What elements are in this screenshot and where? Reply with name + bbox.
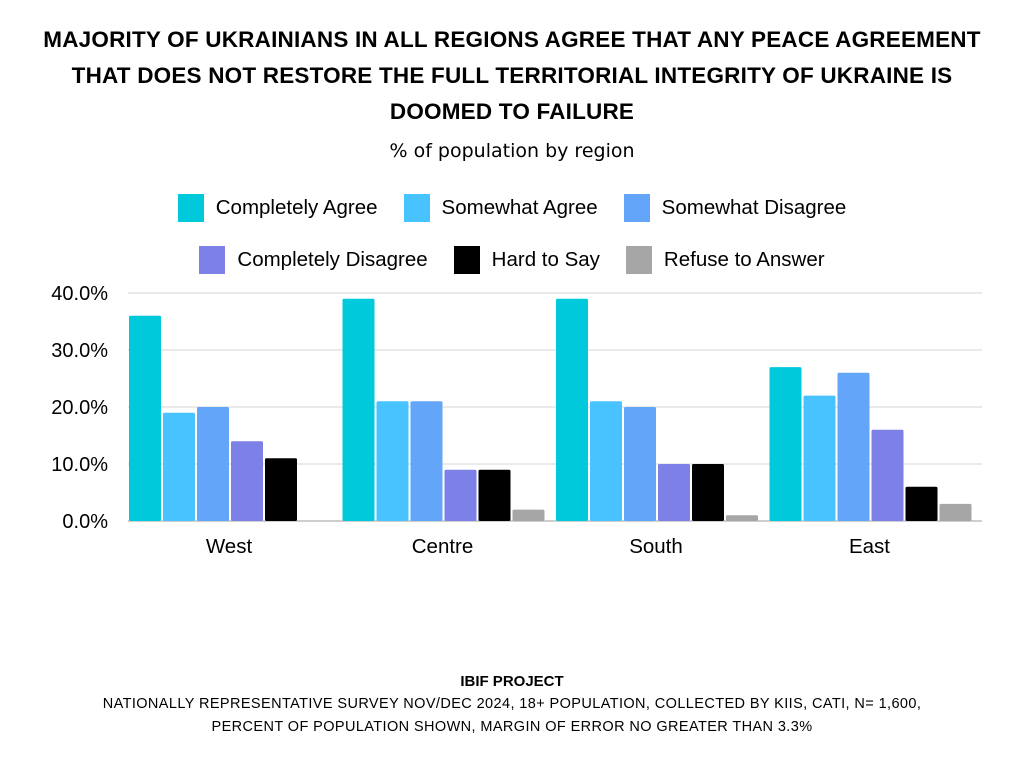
bar-somewhat-disagree-west (197, 407, 229, 521)
legend-item-somewhat-disagree: Somewhat Disagree (623, 194, 847, 222)
bar-completely-disagree-centre (444, 469, 477, 521)
x-tick-label: East (849, 535, 890, 558)
chart-subtitle: % of population by region (389, 140, 635, 162)
bar-completely-agree-east (769, 367, 802, 521)
bar-chart: 0.0% 10.0% 20.0% 30.0% 40.0% West Centre South E… (51, 283, 982, 558)
legend-item-completely-disagree: Completely Disagree (199, 246, 428, 274)
legend-item-somewhat-agree: Somewhat Agree (403, 194, 598, 222)
bar-completely-disagree-east (871, 429, 904, 521)
legend-row-2: Completely Disagree Hard to Say Refuse t… (0, 246, 1024, 274)
bar-somewhat-agree-west (163, 412, 195, 521)
legend-swatch (199, 246, 226, 274)
bar-hard-to-say-west (265, 458, 297, 521)
chart-title: MAJORITY OF UKRAINIANS IN ALL REGIONS AG… (43, 27, 981, 124)
legend-label: Refuse to Answer (663, 248, 825, 271)
x-tick-label: South (629, 535, 683, 558)
y-tick-label: 40.0% (51, 283, 108, 305)
legend-label: Completely Disagree (237, 248, 428, 271)
bar-hard-to-say-south (692, 464, 724, 521)
y-tick-label: 20.0% (51, 397, 108, 419)
legend-swatch (453, 246, 480, 274)
bar-completely-agree-west (129, 315, 161, 521)
bar-somewhat-disagree-south (624, 407, 656, 521)
legend-label: Somewhat Disagree (661, 196, 847, 219)
bar-somewhat-agree-east (803, 395, 836, 521)
bar-hard-to-say-centre (478, 469, 511, 521)
legend-label: Hard to Say (491, 248, 600, 271)
legend-label: Somewhat Agree (441, 196, 598, 219)
legend-swatch (177, 194, 204, 222)
x-tick-label: Centre (412, 535, 474, 558)
bar-somewhat-disagree-centre (410, 401, 443, 521)
bar-refuse-to-answer-centre (512, 509, 545, 521)
y-tick-label: 30.0% (51, 340, 108, 362)
legend-row-1: Completely Agree Somewhat Agree Somewhat… (0, 194, 1024, 222)
bar-refuse-to-answer-south (726, 515, 758, 521)
bar-refuse-to-answer-east (939, 503, 972, 521)
legend-item-refuse-to-answer: Refuse to Answer (625, 246, 825, 274)
legend-item-completely-agree: Completely Agree (177, 194, 378, 222)
bar-somewhat-disagree-east (837, 372, 870, 521)
bar-somewhat-agree-centre (376, 401, 409, 521)
legend-label: Completely Agree (215, 196, 378, 219)
legend-swatch (625, 246, 652, 274)
legend-swatch (403, 194, 430, 222)
footer-methodology-line-2: PERCENT OF POPULATION SHOWN, MARGIN OF E… (211, 719, 813, 735)
legend-item-hard-to-say: Hard to Say (453, 246, 600, 274)
bar-completely-disagree-west (231, 441, 263, 521)
footer-methodology-line-1: NATIONALLY REPRESENTATIVE SURVEY NOV/DEC… (102, 696, 922, 712)
footer-title: IBIF PROJECT (460, 673, 564, 690)
bar-completely-agree-south (556, 298, 588, 521)
bar-somewhat-agree-south (590, 401, 622, 521)
bar-hard-to-say-east (905, 486, 938, 521)
bar-completely-agree-centre (342, 298, 375, 521)
bar-completely-disagree-south (658, 464, 690, 521)
y-tick-label: 10.0% (51, 454, 108, 476)
legend-swatch (623, 194, 650, 222)
x-tick-label: West (206, 535, 253, 558)
y-tick-label: 0.0% (62, 511, 108, 533)
